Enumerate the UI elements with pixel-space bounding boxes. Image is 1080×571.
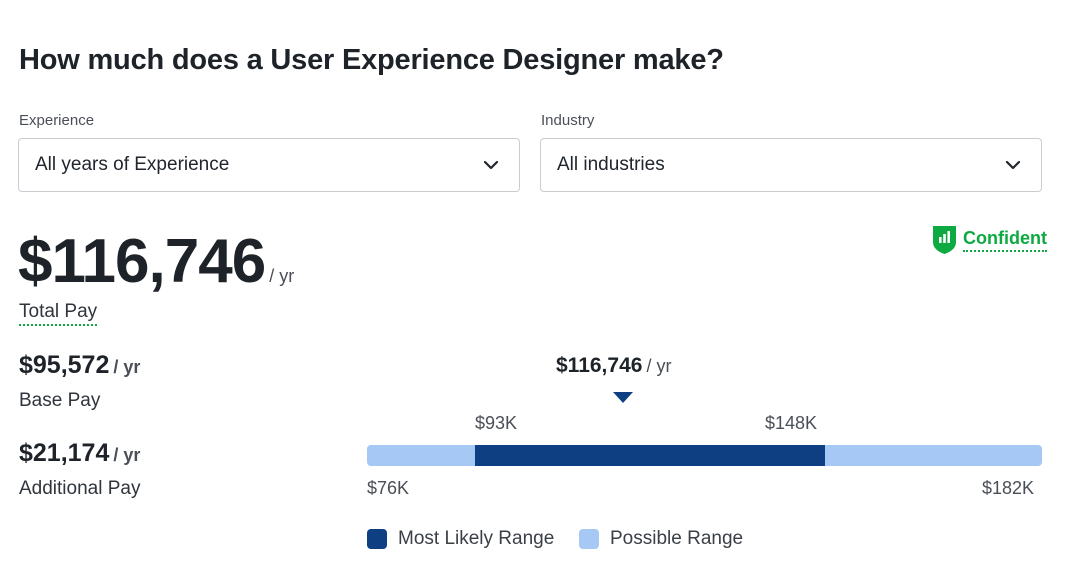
legend-most-likely: Most Likely Range [367, 528, 554, 550]
chevron-down-icon [1005, 160, 1021, 170]
possible-legend-label: Possible Range [610, 528, 744, 549]
base-pay-amount: $95,572 / yr [19, 351, 140, 380]
total-pay-unit: / yr [269, 266, 295, 286]
industry-label: Industry [541, 112, 595, 129]
additional-pay-amount: $21,174 / yr [19, 439, 140, 468]
range-min-label: $76K [367, 478, 410, 498]
total-pay-value: $116,746 [18, 227, 266, 296]
total-pay-amount: $116,746 / yr [18, 226, 294, 297]
median-value: $116,746 [556, 354, 643, 377]
median-unit: / yr [646, 356, 672, 376]
experience-select-value: All years of Experience [35, 154, 230, 175]
base-pay-value: $95,572 [19, 351, 110, 379]
additional-pay-label: Additional Pay [19, 478, 141, 499]
likely-high-label: $148K [765, 413, 818, 433]
most-likely-legend-label: Most Likely Range [398, 528, 555, 549]
most-likely-range-bar [475, 445, 826, 466]
base-pay-unit: / yr [113, 357, 141, 377]
confidence-label: Confident [963, 228, 1047, 252]
experience-label: Experience [19, 112, 95, 129]
likely-low-label: $93K [475, 413, 518, 433]
page-title: How much does a User Experience Designer… [19, 44, 724, 76]
pay-range-bar [367, 445, 1042, 466]
additional-pay-unit: / yr [113, 445, 141, 465]
chevron-down-icon [483, 160, 499, 170]
possible-swatch [579, 529, 599, 549]
most-likely-swatch [367, 529, 387, 549]
total-pay-label[interactable]: Total Pay [19, 301, 98, 326]
additional-pay-value: $21,174 [19, 439, 110, 467]
shield-chart-icon [933, 226, 956, 254]
range-max-label: $182K [982, 478, 1035, 498]
median-marker-label: $116,746 / yr [556, 354, 671, 378]
legend-possible: Possible Range [579, 528, 743, 550]
median-marker-icon [613, 392, 633, 403]
experience-select[interactable]: All years of Experience [18, 138, 520, 192]
industry-select-value: All industries [557, 154, 665, 175]
confidence-badge[interactable]: Confident [931, 224, 1047, 255]
industry-select[interactable]: All industries [540, 138, 1042, 192]
base-pay-label: Base Pay [19, 390, 101, 411]
